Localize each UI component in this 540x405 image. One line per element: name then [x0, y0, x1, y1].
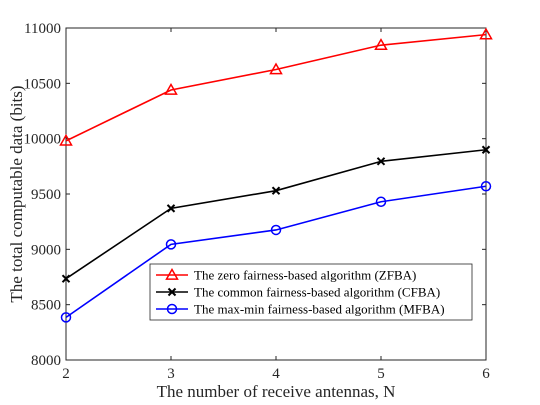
- data-point: [60, 312, 72, 323]
- legend-marker: [167, 287, 177, 297]
- data-point: [271, 186, 281, 195]
- data-point: [374, 38, 388, 51]
- data-point: [375, 196, 387, 207]
- y-tick-label: 10500: [24, 76, 62, 92]
- y-tick-label: 8000: [31, 353, 61, 369]
- legend-marker: [166, 303, 178, 315]
- data-point: [480, 181, 492, 192]
- legend-label: The zero fairness-based algorithm (ZFBA): [194, 268, 416, 283]
- x-tick-label: 5: [377, 366, 385, 382]
- data-point: [59, 133, 73, 146]
- marker-stroke: [167, 287, 177, 297]
- marker-stroke: [271, 186, 281, 195]
- data-point: [481, 145, 491, 154]
- data-point: [479, 27, 493, 40]
- marker-stroke: [481, 145, 491, 154]
- y-tick-label: 8500: [31, 298, 61, 314]
- series-line: [65, 185, 487, 319]
- legend-item: The common fairness-based algorithm (CFB…: [156, 285, 440, 300]
- x-tick-label: 4: [272, 366, 280, 382]
- series-3: [60, 181, 492, 323]
- series-1: [59, 27, 493, 146]
- legend-box: [149, 263, 473, 321]
- y-tick-label: 11000: [24, 21, 61, 37]
- x-axis-title: The number of receive antennas, N: [157, 382, 396, 401]
- data-point: [166, 204, 176, 213]
- data-point: [269, 62, 283, 75]
- series-layer: [59, 27, 493, 323]
- legend-label: The common fairness-based algorithm (CFB…: [194, 285, 440, 300]
- x-tick-label: 2: [62, 366, 70, 382]
- data-point: [270, 224, 282, 236]
- data-point: [165, 239, 177, 250]
- x-tick-label: 6: [482, 366, 490, 382]
- data-point: [61, 274, 71, 283]
- legend-item: The zero fairness-based algorithm (ZFBA): [156, 268, 416, 283]
- marker-stroke: [166, 204, 176, 213]
- series-2: [61, 145, 491, 283]
- series-line: [65, 33, 487, 142]
- legend-item: The max-min fairness-based algorithm (MF…: [156, 302, 445, 317]
- x-tick-label: 3: [167, 366, 175, 382]
- y-tick-label: 9000: [31, 242, 61, 258]
- y-tick-label: 9500: [31, 187, 61, 203]
- y-tick-label: 10000: [24, 132, 62, 148]
- marker-stroke: [61, 274, 71, 283]
- marker-stroke: [376, 157, 386, 166]
- data-point: [376, 157, 386, 166]
- legend-label: The max-min fairness-based algorithm (MF…: [194, 302, 445, 317]
- axis-ticks: 8000 8500 9000 9500 10000 10500 11000 2 3 4 5 6: [24, 21, 491, 382]
- legend: The zero fairness-based algorithm (ZFBA)…: [149, 263, 473, 321]
- legend-marker: [165, 267, 179, 280]
- y-axis-title: The total computable data (bits): [7, 85, 26, 302]
- data-point: [164, 82, 178, 95]
